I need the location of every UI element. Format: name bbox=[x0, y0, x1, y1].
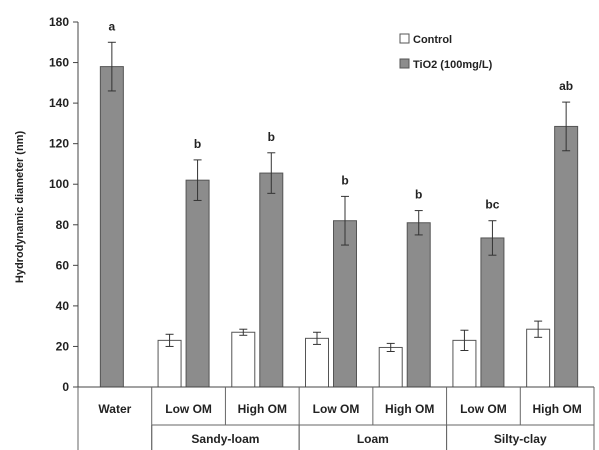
x-category-label: Water bbox=[98, 402, 131, 416]
control-bar bbox=[305, 337, 329, 388]
bars bbox=[99, 66, 579, 388]
x-category-label: High OM bbox=[532, 402, 581, 416]
legend-label: Control bbox=[413, 34, 452, 46]
x-group-label: Sandy-loam bbox=[191, 432, 259, 446]
significance-label: b bbox=[194, 137, 201, 151]
x-axis: Water Low OM High OM Low OM High OM Low OM Hig… bbox=[77, 386, 595, 450]
tio2-bar bbox=[185, 179, 210, 388]
x-group-label: Silty-clay bbox=[494, 432, 547, 446]
control-bar bbox=[378, 346, 403, 388]
significance-label: ab bbox=[559, 79, 573, 93]
tio2-bar bbox=[259, 172, 284, 388]
legend: Control TiO2 (100mg/L) bbox=[399, 33, 493, 71]
y-tick-label: 0 bbox=[62, 380, 69, 394]
significance-label: b bbox=[415, 188, 422, 202]
y-tick-label: 60 bbox=[56, 258, 70, 272]
x-category-label: High OM bbox=[385, 402, 434, 416]
significance-label: b bbox=[341, 173, 348, 187]
y-axis-label: Hydrodynamic diameter (nm) bbox=[14, 131, 26, 284]
tio2-bar bbox=[554, 125, 579, 388]
y-tick-label: 180 bbox=[49, 15, 69, 29]
x-category-label: Low OM bbox=[165, 402, 212, 416]
significance-label: b bbox=[268, 130, 275, 144]
y-tick-label: 160 bbox=[49, 56, 69, 70]
legend-label: TiO2 (100mg/L) bbox=[413, 59, 493, 71]
tio2-bar bbox=[406, 222, 431, 388]
x-group-label: Loam bbox=[357, 432, 389, 446]
control-bar bbox=[231, 331, 256, 388]
y-tick-label: 120 bbox=[49, 137, 69, 151]
x-category-label: High OM bbox=[238, 402, 287, 416]
y-tick-label: 40 bbox=[56, 299, 70, 313]
legend-swatch bbox=[399, 33, 410, 44]
tio2-bar bbox=[333, 220, 357, 388]
y-axis: 0 20 40 60 80 100 120 140 160 180 bbox=[49, 15, 79, 394]
y-tick-label: 80 bbox=[56, 218, 70, 232]
y-tick-label: 20 bbox=[56, 339, 70, 353]
x-category-label: Low OM bbox=[313, 402, 360, 416]
control-bar bbox=[157, 339, 182, 388]
tio2-bar bbox=[99, 66, 124, 388]
significance-label: bc bbox=[485, 198, 499, 212]
significance-label: a bbox=[109, 19, 116, 33]
legend-swatch bbox=[399, 58, 410, 69]
y-tick-label: 140 bbox=[49, 96, 69, 110]
error-bars bbox=[107, 41, 571, 353]
tio2-bar bbox=[480, 237, 505, 388]
control-bar bbox=[526, 328, 551, 388]
x-category-label: Low OM bbox=[460, 402, 507, 416]
y-tick-label: 100 bbox=[49, 177, 69, 191]
